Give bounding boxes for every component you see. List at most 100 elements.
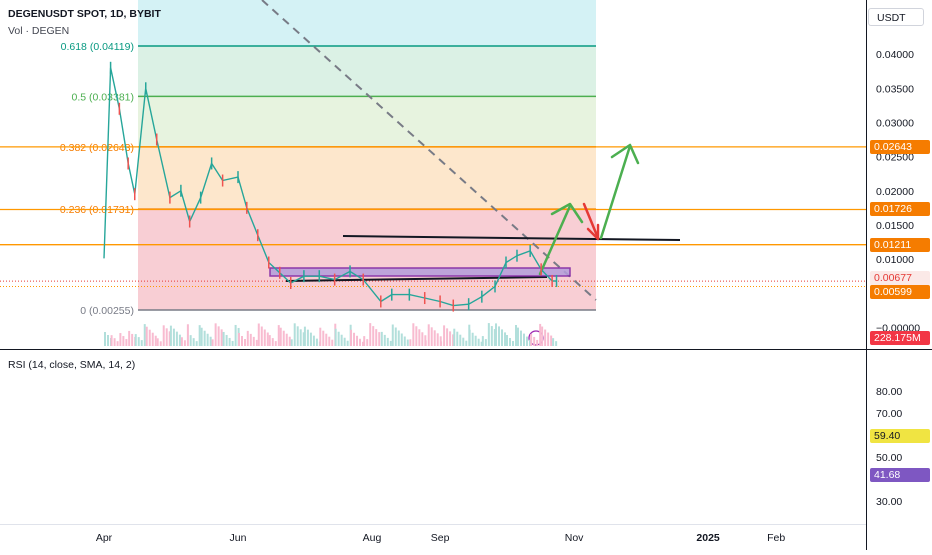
volume-bar — [104, 332, 106, 346]
volume-bar — [319, 327, 322, 346]
volume-bar — [203, 330, 206, 346]
volume-bar — [168, 331, 171, 346]
currency-button[interactable]: USDT — [868, 8, 924, 26]
rsi-tick: 80.00 — [876, 386, 902, 398]
volume-bar — [260, 326, 263, 346]
price-tick: 0.01000 — [876, 254, 914, 266]
volume-bar — [471, 332, 474, 346]
volume-bar — [296, 326, 299, 346]
volume-bar — [186, 324, 189, 346]
volume-bar — [220, 329, 223, 346]
volume-bar — [468, 329, 471, 346]
volume-bar — [255, 339, 258, 346]
volume-bar — [530, 333, 533, 346]
volume-bar — [306, 329, 309, 346]
price-tick: 0.04000 — [876, 49, 914, 61]
volume-bar — [322, 330, 325, 346]
volume-bar — [263, 329, 266, 346]
symbol-title[interactable]: DEGENUSDT SPOT, 1D, BYBIT — [8, 8, 161, 20]
price-tick: 0.02500 — [876, 152, 914, 164]
volume-bar — [312, 335, 315, 346]
resistance-line — [342, 235, 681, 241]
volume-bar — [386, 337, 389, 346]
volume-bar — [110, 335, 113, 346]
volume-bar — [140, 340, 143, 346]
volume-bar — [337, 331, 340, 346]
volume-bar — [293, 323, 296, 346]
volume-bar — [372, 326, 375, 346]
volume-bar — [375, 329, 378, 346]
price-tag: 0.01726 — [870, 202, 930, 217]
volume-bar — [427, 324, 430, 346]
volume-bar — [452, 334, 455, 346]
volume-bar — [303, 326, 306, 346]
volume-bar — [238, 333, 240, 346]
volume-bar — [480, 341, 483, 346]
volume-bar — [277, 325, 280, 346]
volume-label[interactable]: Vol · DEGEN — [8, 25, 70, 37]
volume-bar — [340, 334, 343, 346]
volume-bar — [436, 333, 439, 346]
volume-bar — [302, 332, 305, 346]
volume-bar — [315, 338, 318, 346]
time-tick: Aug — [363, 532, 382, 544]
volume-bar — [415, 326, 418, 346]
rsi-tick: 50.00 — [876, 452, 902, 464]
forecast-arrow-2 — [582, 202, 600, 240]
volume-bar — [550, 335, 553, 346]
volume-bar — [519, 330, 522, 346]
volume-bar — [244, 339, 246, 346]
volume-bar — [394, 327, 397, 346]
volume-bar — [528, 339, 531, 346]
price-tick: 0.01500 — [876, 220, 914, 232]
volume-bar — [334, 328, 337, 346]
volume-bar — [249, 333, 252, 346]
volume-bar — [456, 331, 459, 346]
volume-bar — [353, 332, 356, 346]
fib-zone-0 — [138, 209, 596, 310]
fib-label-4: 0 (0.00255) — [80, 305, 134, 317]
volume-bar — [183, 340, 186, 346]
volume-bar — [143, 324, 146, 346]
forecast-arrow-1 — [538, 204, 572, 276]
volume-bar — [493, 329, 496, 346]
rsi-label[interactable]: RSI (14, close, SMA, 14, 2) — [8, 359, 136, 371]
volume-bar — [412, 323, 415, 346]
fib-zone-1 — [138, 146, 596, 210]
volume-bar — [331, 339, 334, 346]
volume-bar — [366, 339, 369, 346]
volume-bar — [151, 332, 154, 346]
volume-bar — [309, 332, 312, 346]
fib-zone-3 — [138, 46, 596, 97]
volume-bar — [288, 336, 291, 346]
forecast-arrow-2-head — [586, 223, 600, 241]
volume-bar — [504, 332, 507, 346]
volume-bar — [200, 327, 203, 346]
volume-bar — [501, 329, 504, 346]
volume-bar — [443, 325, 446, 346]
volume-bar — [214, 323, 217, 346]
price-tag: 0.00677 — [870, 271, 930, 286]
volume-bar — [266, 332, 269, 346]
volume-bar — [231, 340, 234, 346]
rsi-value-tag: 59.40 — [870, 429, 930, 444]
volume-bar — [113, 338, 116, 346]
volume-bar — [128, 330, 131, 346]
volume-bar — [241, 336, 243, 346]
volume-tag: 228.175M — [870, 331, 930, 345]
price-tag: 0.00599 — [870, 285, 930, 300]
volume-bar — [378, 332, 381, 346]
volume-bar — [539, 323, 542, 346]
volume-bar — [228, 337, 231, 346]
volume-bar — [439, 336, 442, 346]
volume-bar — [234, 324, 237, 346]
volume-bar — [481, 336, 484, 346]
volume-bar — [137, 337, 140, 346]
volume-bar — [495, 323, 498, 346]
volume-bar — [211, 339, 214, 346]
volume-bar — [328, 336, 331, 346]
volume-bar — [380, 331, 383, 346]
fib-label-3: 0.236 (0.01731) — [60, 204, 134, 216]
